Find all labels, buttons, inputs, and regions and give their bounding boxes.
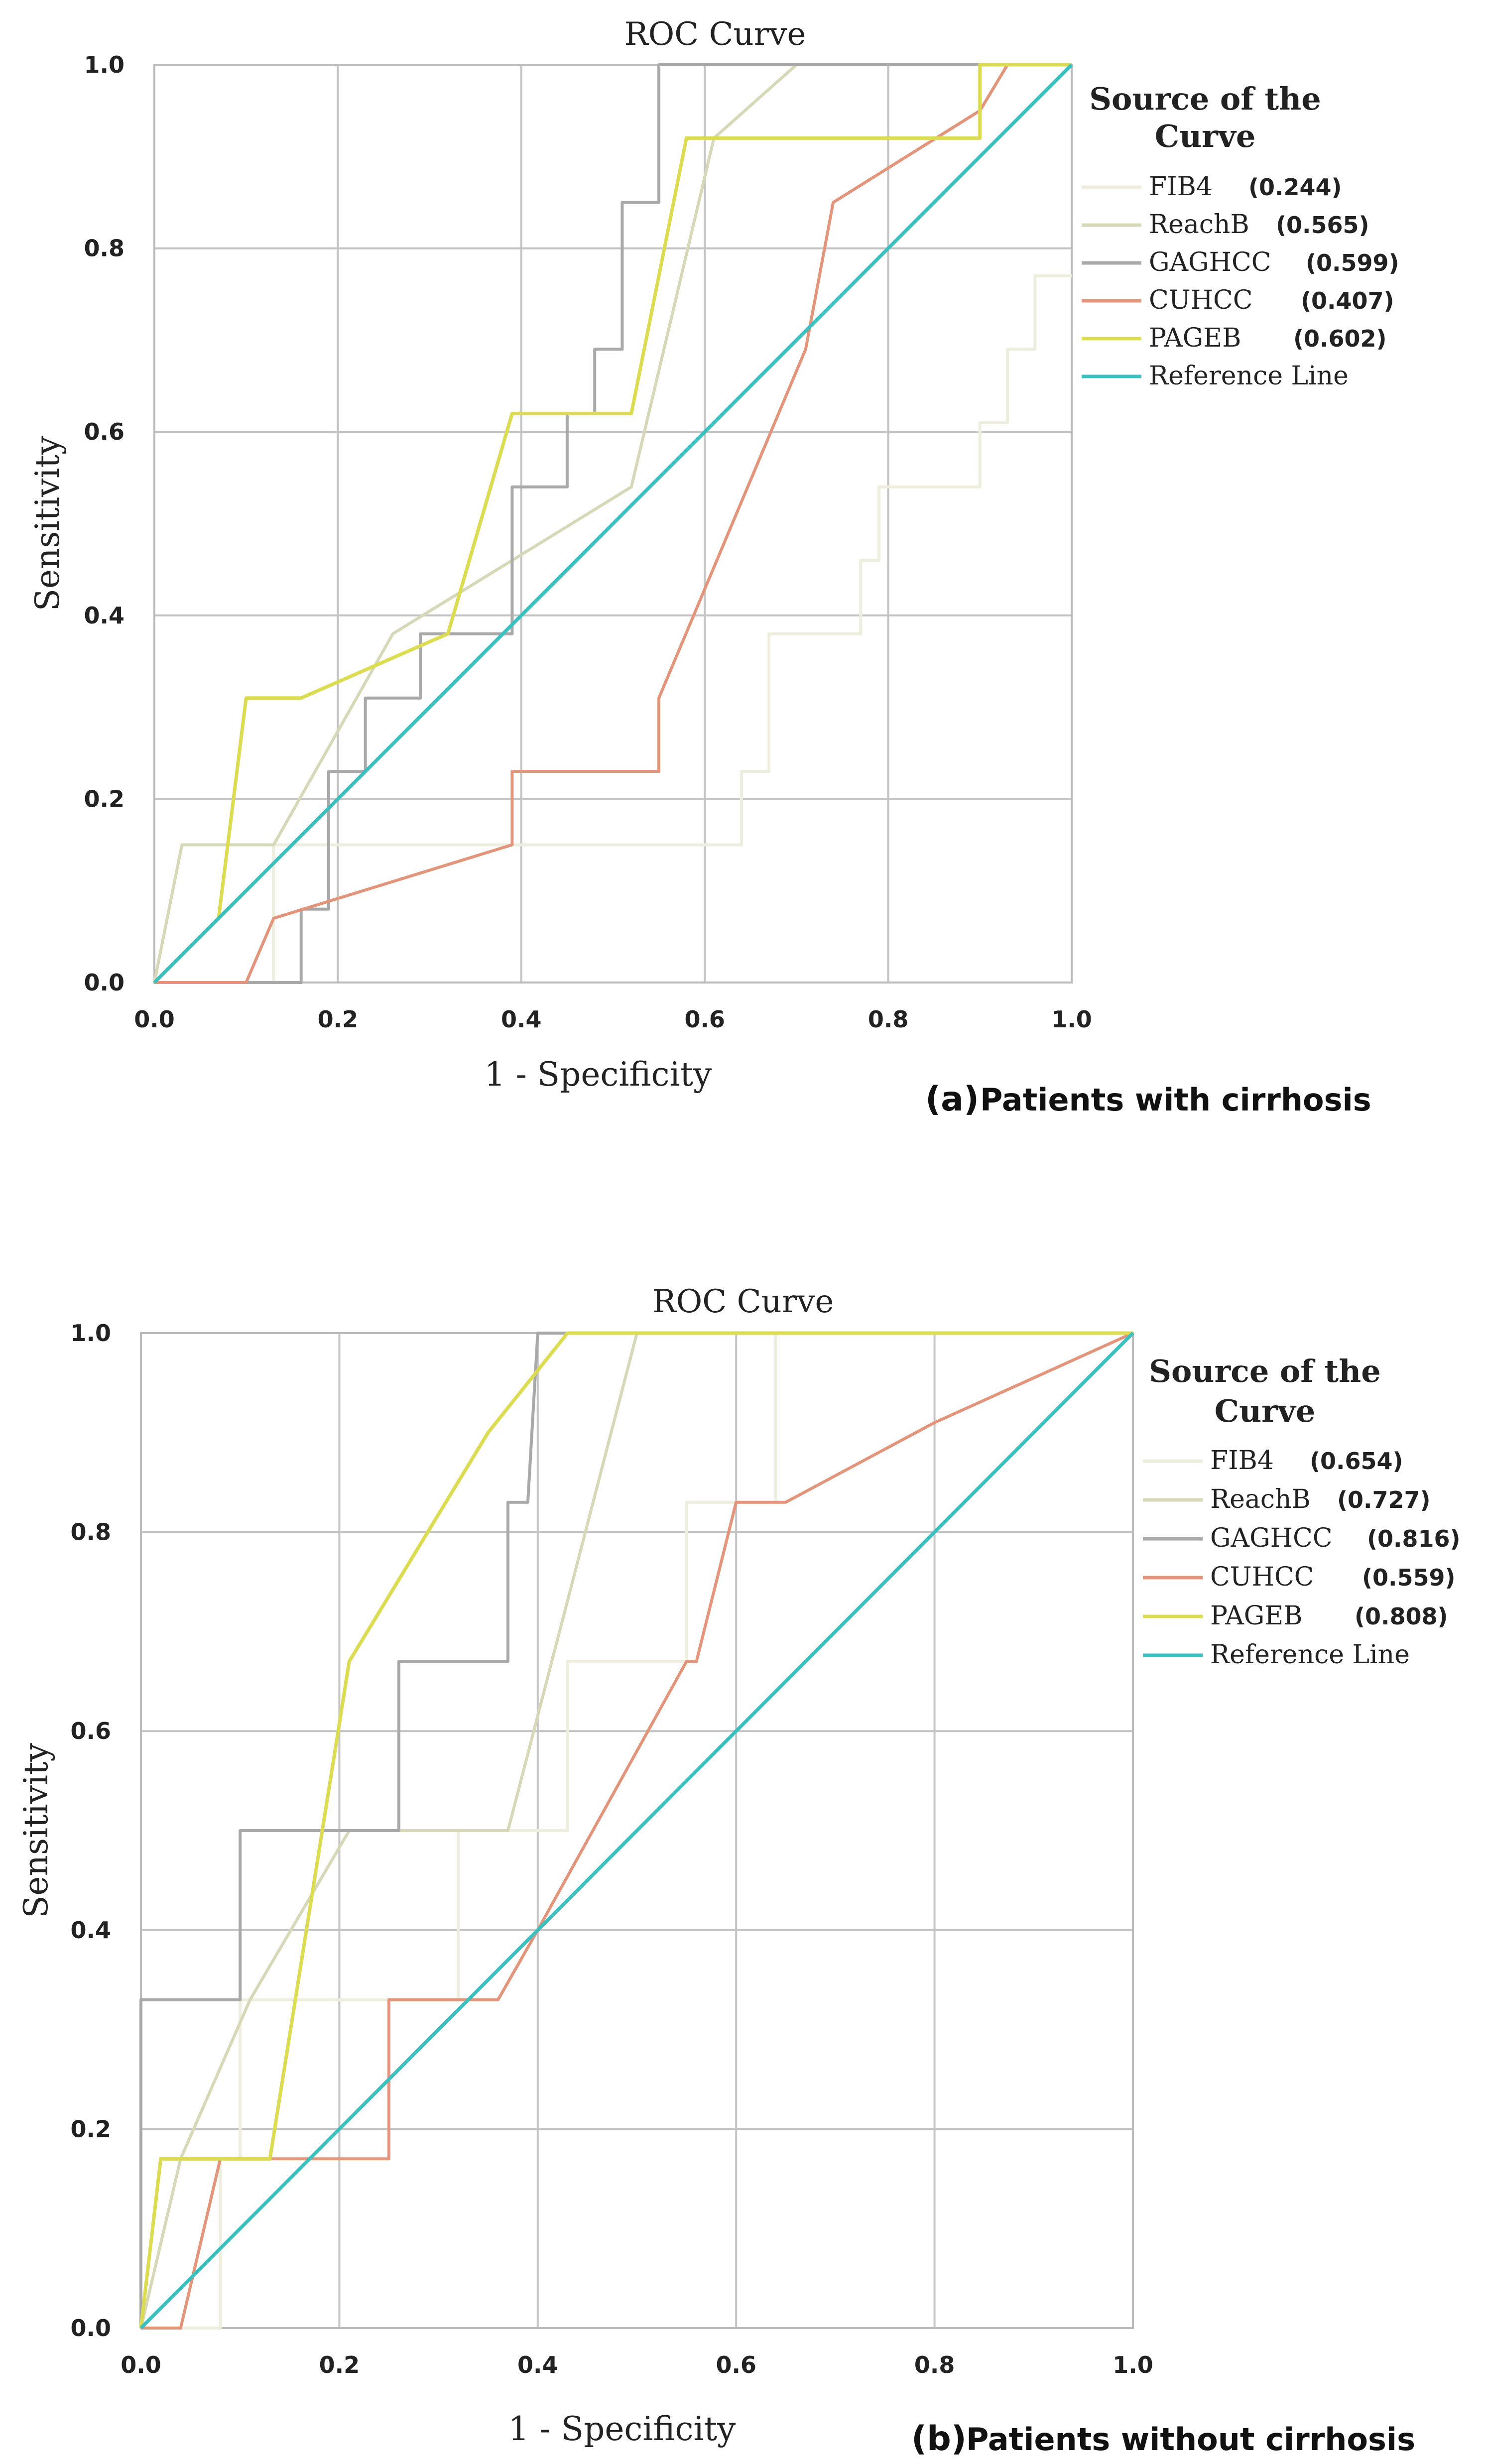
x-axis-label: 1 - Specificity bbox=[508, 2410, 736, 2448]
series-line-reference-line bbox=[139, 1332, 1134, 2330]
legend-label: Reference Line bbox=[1210, 1640, 1410, 1670]
series-line-gaghcc bbox=[154, 63, 1072, 984]
legend: Source of the Curve FIB4 (0.244) ReachB (0… bbox=[1082, 81, 1399, 391]
legend-auc: (0.816) bbox=[1367, 1525, 1461, 1552]
legend-auc: (0.602) bbox=[1293, 325, 1387, 352]
panel-caption: Patients without cirrhosis bbox=[966, 2421, 1415, 2458]
x-axis-ticks: 0.0 0.2 0.4 0.6 0.8 1.0 bbox=[134, 1006, 1092, 1033]
legend-item: Reference Line bbox=[1082, 361, 1349, 391]
y-axis-label: Sensitivity bbox=[17, 1742, 55, 1918]
y-tick: 1.0 bbox=[84, 51, 125, 78]
legend-item: PAGEB (0.808) bbox=[1143, 1601, 1448, 1631]
y-tick: 0.8 bbox=[84, 235, 125, 262]
panel-letter: (b) bbox=[911, 2419, 967, 2459]
legend-label: CUHCC bbox=[1149, 285, 1253, 315]
x-tick: 0.0 bbox=[134, 1006, 175, 1033]
series-layer bbox=[153, 63, 1073, 984]
legend-auc: (0.565) bbox=[1276, 212, 1369, 239]
legend-title-line: Curve bbox=[1155, 118, 1256, 154]
legend-auc: (0.559) bbox=[1362, 1564, 1456, 1591]
legend-label: PAGEB bbox=[1210, 1601, 1302, 1631]
legend-title-line: Curve bbox=[1215, 1393, 1316, 1429]
y-tick: 1.0 bbox=[71, 1320, 112, 1347]
legend-auc: (0.407) bbox=[1301, 287, 1394, 314]
legend-item: FIB4 (0.654) bbox=[1143, 1446, 1403, 1476]
series-line-cuhcc bbox=[154, 63, 1072, 984]
legend-auc: (0.599) bbox=[1306, 249, 1399, 276]
legend-item: Reference Line bbox=[1143, 1640, 1410, 1670]
y-axis-ticks: 0.0 0.2 0.4 0.6 0.8 1.0 bbox=[71, 1320, 112, 2341]
legend-item: CUHCC (0.559) bbox=[1143, 1562, 1456, 1592]
legend-label: FIB4 bbox=[1210, 1446, 1274, 1476]
x-tick: 0.8 bbox=[914, 2351, 955, 2378]
x-tick: 0.4 bbox=[517, 2351, 558, 2378]
y-tick: 0.6 bbox=[84, 418, 125, 445]
legend-auc: (0.727) bbox=[1337, 1486, 1431, 1513]
panel-caption: Patients with cirrhosis bbox=[980, 1082, 1371, 1118]
legend-title-line: Source of the bbox=[1149, 1353, 1380, 1389]
series-line-reference-line bbox=[153, 63, 1073, 984]
legend-auc: (0.244) bbox=[1248, 174, 1342, 201]
legend-label: Reference Line bbox=[1149, 361, 1349, 391]
legend-label: PAGEB bbox=[1149, 323, 1241, 353]
y-tick: 0.0 bbox=[84, 969, 125, 996]
legend-auc: (0.808) bbox=[1355, 1603, 1448, 1630]
series-line-pageb bbox=[153, 63, 1072, 984]
panel-letter: (a) bbox=[925, 1080, 979, 1119]
legend-item: ReachB (0.727) bbox=[1143, 1484, 1431, 1514]
x-tick: 1.0 bbox=[1113, 2351, 1153, 2378]
x-tick: 1.0 bbox=[1051, 1006, 1092, 1033]
legend-item: ReachB (0.565) bbox=[1082, 210, 1369, 240]
y-tick: 0.2 bbox=[84, 785, 125, 812]
panel-b: ROC Curve 0.0 0.2 0.4 0.6 0.8 1.0 0.0 0.… bbox=[17, 1283, 1461, 2459]
y-tick: 0.6 bbox=[71, 1718, 112, 1744]
x-axis-label: 1 - Specificity bbox=[485, 1055, 712, 1094]
series-layer bbox=[139, 1331, 1134, 2330]
y-axis-label: Sensitivity bbox=[28, 436, 67, 611]
legend-title-line: Source of the bbox=[1089, 81, 1321, 117]
series-line-fib4 bbox=[154, 274, 1072, 984]
x-axis-ticks: 0.0 0.2 0.4 0.6 0.8 1.0 bbox=[121, 2351, 1153, 2378]
panel-a: ROC Curve 0.0 0.2 0.4 0.6 0.8 1.0 0.0 0.… bbox=[28, 16, 1399, 1119]
legend-label: ReachB bbox=[1210, 1484, 1311, 1514]
x-tick: 0.2 bbox=[318, 1006, 359, 1033]
series-line-gaghcc bbox=[139, 1332, 1133, 2328]
series-line-pageb bbox=[139, 1331, 1133, 2329]
y-tick: 0.4 bbox=[71, 1917, 112, 1944]
legend: Source of the Curve FIB4 (0.654) ReachB (0… bbox=[1143, 1353, 1461, 1670]
y-tick: 0.0 bbox=[71, 2315, 112, 2341]
legend-item: GAGHCC (0.599) bbox=[1082, 247, 1399, 277]
legend-item: GAGHCC (0.816) bbox=[1143, 1523, 1461, 1553]
x-tick: 0.6 bbox=[684, 1006, 725, 1033]
legend-label: ReachB bbox=[1149, 210, 1249, 240]
legend-label: GAGHCC bbox=[1210, 1523, 1333, 1553]
x-tick: 0.2 bbox=[319, 2351, 360, 2378]
legend-label: CUHCC bbox=[1210, 1562, 1314, 1592]
x-tick: 0.4 bbox=[501, 1006, 542, 1033]
legend-label: FIB4 bbox=[1149, 172, 1213, 202]
grid bbox=[154, 65, 1072, 983]
legend-label: GAGHCC bbox=[1149, 247, 1271, 277]
legend-auc: (0.654) bbox=[1310, 1448, 1403, 1475]
y-tick: 0.2 bbox=[71, 2115, 112, 2142]
plot-frame bbox=[153, 64, 1073, 984]
x-tick: 0.6 bbox=[716, 2351, 756, 2378]
legend-item: CUHCC (0.407) bbox=[1082, 285, 1394, 315]
legend-item: PAGEB (0.602) bbox=[1082, 323, 1387, 353]
chart-title: ROC Curve bbox=[624, 16, 806, 53]
x-tick: 0.0 bbox=[121, 2351, 161, 2378]
legend-item: FIB4 (0.244) bbox=[1082, 172, 1342, 202]
y-axis-ticks: 0.0 0.2 0.4 0.6 0.8 1.0 bbox=[84, 51, 125, 996]
y-tick: 0.4 bbox=[84, 602, 125, 629]
chart-title: ROC Curve bbox=[652, 1283, 834, 1320]
x-tick: 0.8 bbox=[868, 1006, 909, 1033]
y-tick: 0.8 bbox=[71, 1519, 112, 1546]
